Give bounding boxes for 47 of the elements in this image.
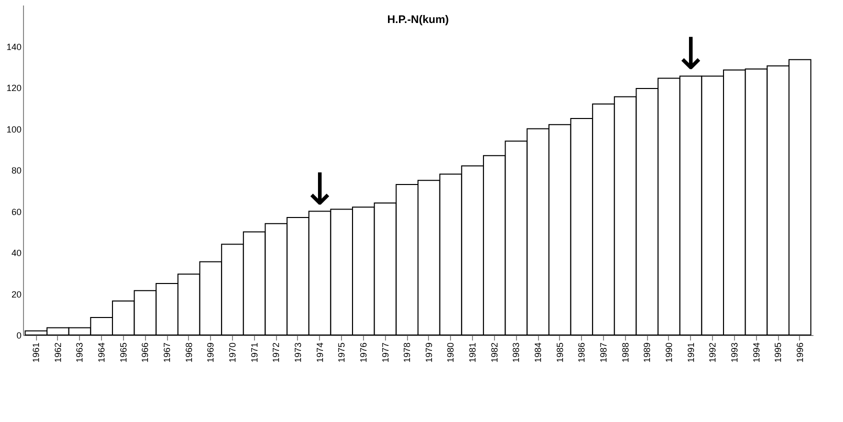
y-tick-label: 80: [11, 166, 22, 176]
x-tick-label: 1985: [554, 342, 565, 363]
x-tick-label: 1988: [620, 342, 630, 363]
x-tick-label: 1970: [228, 342, 238, 363]
x-tick-label: 1990: [664, 342, 674, 363]
x-tick-label: 1969: [206, 342, 216, 363]
x-tick-label: 1995: [773, 342, 784, 363]
x-tick-label: 1986: [576, 342, 587, 363]
y-tick-label: 20: [11, 289, 22, 300]
x-tick-label: 1971: [249, 342, 260, 363]
annotation: ↓: [301, 164, 338, 216]
x-tick-label: 1976: [358, 342, 368, 363]
x-tick-label: 1993: [729, 342, 740, 363]
x-tick-label: 1967: [162, 342, 172, 363]
x-tick-label: 1962: [52, 342, 63, 363]
x-tick-label: 1987: [598, 342, 608, 363]
x-tick-label: 1974: [314, 342, 325, 363]
y-tick-label: 140: [6, 42, 22, 52]
annotation: ↓: [672, 29, 710, 80]
x-tick-label: 1983: [511, 342, 522, 363]
y-tick-label: 0: [16, 330, 22, 340]
x-tick-label: 1966: [140, 342, 150, 363]
x-tick-label: 1963: [74, 342, 85, 363]
x-tick-label: 1975: [336, 342, 347, 363]
x-tick-label: 1968: [184, 342, 194, 363]
x-tick-label: 1992: [708, 342, 718, 363]
text: H.P.-N(kum): [387, 14, 450, 26]
x-tick-label: 1982: [489, 342, 500, 363]
x-tick-label: 1996: [794, 342, 805, 363]
x-tick-label: 1989: [642, 342, 652, 363]
x-tick-label: 1973: [292, 342, 303, 363]
x-tick-label: 1978: [402, 342, 412, 363]
x-tick-label: 1991: [686, 342, 696, 363]
x-tick-label: 1961: [31, 342, 42, 363]
x-tick-label: 1984: [533, 342, 544, 363]
x-tick-label: 1981: [468, 342, 478, 363]
x-tick-label: 1977: [380, 342, 390, 363]
x-tick-label: 1994: [751, 342, 762, 363]
x-tick-label: 1979: [424, 342, 434, 363]
y-tick-label: 60: [11, 206, 22, 217]
x-tick-label: 1972: [271, 342, 282, 363]
x-tick-label: 1964: [96, 342, 107, 363]
y-tick-label: 40: [11, 248, 22, 258]
x-tick-label: 1965: [118, 342, 128, 363]
y-tick-label: 120: [6, 83, 22, 93]
x-tick-label: 1980: [446, 342, 456, 363]
y-tick-label: 100: [6, 124, 22, 134]
